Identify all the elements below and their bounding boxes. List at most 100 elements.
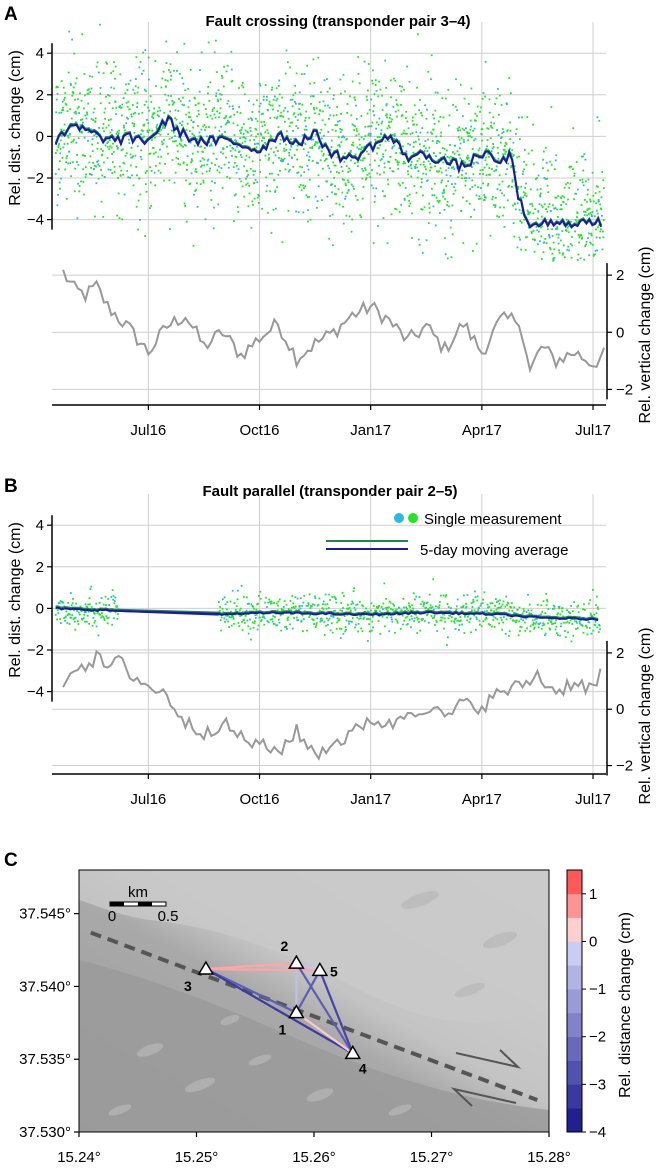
single-measurement-point xyxy=(177,110,180,112)
single-measurement-point xyxy=(489,234,492,237)
single-measurement-point xyxy=(255,146,258,149)
single-measurement-point xyxy=(298,186,301,188)
single-measurement-point xyxy=(497,606,500,609)
single-measurement-point xyxy=(195,168,197,170)
single-measurement-point xyxy=(279,169,281,172)
single-measurement-point xyxy=(78,185,81,187)
single-measurement-point xyxy=(116,147,119,150)
single-measurement-point xyxy=(298,609,300,611)
single-measurement-point xyxy=(231,147,234,149)
single-measurement-point xyxy=(455,605,458,608)
single-measurement-point xyxy=(556,208,558,211)
single-measurement-point xyxy=(534,208,537,210)
single-measurement-point xyxy=(325,624,327,627)
single-measurement-point xyxy=(576,216,578,218)
single-measurement-point xyxy=(420,185,422,188)
single-measurement-point xyxy=(337,188,340,191)
single-measurement-point xyxy=(72,618,75,621)
single-measurement-point xyxy=(440,171,443,174)
single-measurement-point xyxy=(71,602,74,605)
single-measurement-point xyxy=(138,177,141,180)
legend-cyan-dot xyxy=(394,513,404,523)
single-measurement-point xyxy=(245,613,247,616)
single-measurement-point xyxy=(362,605,364,608)
single-measurement-point xyxy=(339,128,342,130)
single-measurement-point xyxy=(426,614,428,617)
single-measurement-point xyxy=(331,631,334,634)
single-measurement-point xyxy=(398,607,401,609)
single-measurement-point xyxy=(511,149,514,152)
single-measurement-point xyxy=(257,624,260,627)
single-measurement-point xyxy=(333,94,335,97)
single-measurement-point xyxy=(537,174,540,177)
single-measurement-point xyxy=(542,167,544,170)
single-measurement-point xyxy=(347,189,350,192)
single-measurement-point xyxy=(471,148,474,150)
single-measurement-point xyxy=(310,138,313,141)
single-measurement-point xyxy=(405,150,408,153)
single-measurement-point xyxy=(514,171,517,173)
single-measurement-point xyxy=(92,111,95,114)
single-measurement-point xyxy=(470,631,472,634)
single-measurement-point xyxy=(323,634,326,636)
single-measurement-point xyxy=(309,607,312,609)
single-measurement-point xyxy=(346,614,349,616)
single-measurement-point xyxy=(415,191,418,194)
single-measurement-point xyxy=(335,628,338,630)
single-measurement-point xyxy=(262,136,264,139)
single-measurement-point xyxy=(306,196,309,199)
single-measurement-point xyxy=(387,614,390,617)
single-measurement-point xyxy=(125,101,128,104)
single-measurement-point xyxy=(422,605,425,608)
single-measurement-point xyxy=(226,175,229,178)
single-measurement-point xyxy=(73,609,75,612)
single-measurement-point xyxy=(307,151,310,154)
single-measurement-point xyxy=(198,90,201,93)
single-measurement-point xyxy=(549,248,552,251)
single-measurement-point xyxy=(554,628,557,631)
single-measurement-point xyxy=(223,163,226,166)
single-measurement-point xyxy=(228,105,231,108)
single-measurement-point xyxy=(258,616,261,619)
single-measurement-point xyxy=(532,163,535,166)
transponder-2-icon xyxy=(288,954,305,969)
single-measurement-point xyxy=(78,112,80,114)
single-measurement-point xyxy=(299,597,302,600)
single-measurement-point xyxy=(327,104,329,107)
single-measurement-point xyxy=(539,192,542,195)
single-measurement-point xyxy=(412,607,415,610)
single-measurement-point xyxy=(103,617,106,620)
single-measurement-point xyxy=(58,181,61,184)
single-measurement-point xyxy=(319,132,322,134)
single-measurement-point xyxy=(225,121,228,124)
single-measurement-point xyxy=(367,125,369,128)
single-measurement-point xyxy=(91,150,94,152)
single-measurement-point xyxy=(167,94,170,97)
single-measurement-point xyxy=(509,129,512,132)
single-measurement-point xyxy=(360,148,362,151)
single-measurement-point xyxy=(146,129,149,132)
single-measurement-point xyxy=(367,618,370,620)
single-measurement-point xyxy=(215,39,217,42)
single-measurement-point xyxy=(168,137,171,140)
single-measurement-point xyxy=(186,169,188,171)
single-measurement-point xyxy=(127,176,130,179)
single-measurement-point xyxy=(273,602,275,604)
single-measurement-point xyxy=(83,73,86,75)
single-measurement-point xyxy=(218,116,220,119)
single-measurement-point xyxy=(352,185,355,188)
single-measurement-point xyxy=(270,147,273,150)
single-measurement-point xyxy=(283,147,285,150)
single-measurement-point xyxy=(566,620,569,623)
single-measurement-point xyxy=(200,128,203,131)
single-measurement-point xyxy=(391,608,394,611)
single-measurement-point xyxy=(208,126,210,128)
colorbar-segment xyxy=(567,1036,582,1061)
single-measurement-point xyxy=(161,140,163,143)
single-measurement-point xyxy=(368,623,371,625)
single-measurement-point xyxy=(431,194,434,197)
single-measurement-point xyxy=(308,155,311,158)
single-measurement-point xyxy=(524,629,527,632)
single-measurement-point xyxy=(111,172,114,174)
single-measurement-point xyxy=(62,109,65,111)
